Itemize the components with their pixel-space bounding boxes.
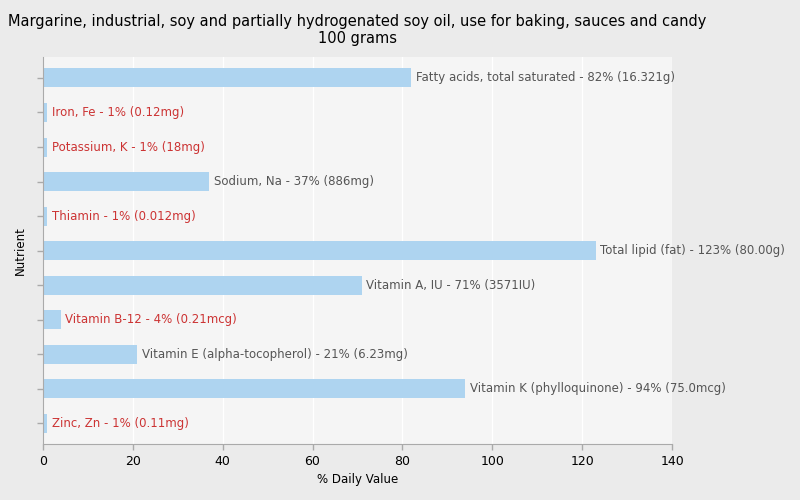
Bar bbox=[43, 68, 411, 87]
Bar bbox=[43, 172, 209, 191]
Bar bbox=[43, 103, 47, 122]
Text: Total lipid (fat) - 123% (80.00g): Total lipid (fat) - 123% (80.00g) bbox=[600, 244, 785, 257]
Text: Vitamin A, IU - 71% (3571IU): Vitamin A, IU - 71% (3571IU) bbox=[366, 278, 536, 291]
Text: Vitamin B-12 - 4% (0.21mcg): Vitamin B-12 - 4% (0.21mcg) bbox=[66, 314, 237, 326]
Text: Zinc, Zn - 1% (0.11mg): Zinc, Zn - 1% (0.11mg) bbox=[52, 417, 189, 430]
Bar bbox=[43, 206, 47, 226]
Bar bbox=[43, 380, 466, 398]
Text: Vitamin E (alpha-tocopherol) - 21% (6.23mg): Vitamin E (alpha-tocopherol) - 21% (6.23… bbox=[142, 348, 408, 361]
Text: Iron, Fe - 1% (0.12mg): Iron, Fe - 1% (0.12mg) bbox=[52, 106, 184, 119]
Text: Thiamin - 1% (0.012mg): Thiamin - 1% (0.012mg) bbox=[52, 210, 196, 222]
Bar bbox=[43, 310, 61, 330]
Text: Fatty acids, total saturated - 82% (16.321g): Fatty acids, total saturated - 82% (16.3… bbox=[416, 72, 675, 85]
Text: Potassium, K - 1% (18mg): Potassium, K - 1% (18mg) bbox=[52, 140, 205, 153]
X-axis label: % Daily Value: % Daily Value bbox=[317, 473, 398, 486]
Title: Margarine, industrial, soy and partially hydrogenated soy oil, use for baking, s: Margarine, industrial, soy and partially… bbox=[8, 14, 706, 46]
Bar bbox=[43, 345, 138, 364]
Text: Vitamin K (phylloquinone) - 94% (75.0mcg): Vitamin K (phylloquinone) - 94% (75.0mcg… bbox=[470, 382, 726, 396]
Bar bbox=[43, 138, 47, 156]
Bar bbox=[43, 276, 362, 294]
Bar bbox=[43, 414, 47, 433]
Bar bbox=[43, 241, 596, 260]
Text: Sodium, Na - 37% (886mg): Sodium, Na - 37% (886mg) bbox=[214, 175, 374, 188]
Y-axis label: Nutrient: Nutrient bbox=[14, 226, 27, 275]
